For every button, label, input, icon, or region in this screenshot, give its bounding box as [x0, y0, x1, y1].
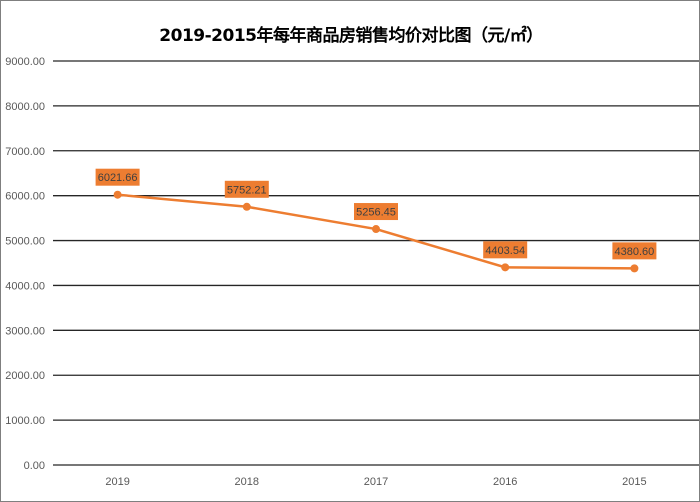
- data-point: [630, 264, 639, 273]
- data-label-box: [224, 180, 269, 198]
- y-tick-label: 5000.00: [5, 236, 45, 248]
- data-point: [501, 263, 510, 272]
- data-label-box: [612, 242, 657, 260]
- y-tick-label: 2000.00: [5, 370, 45, 382]
- x-tick-label: 2018: [235, 476, 259, 488]
- x-tick-label: 2019: [105, 476, 129, 488]
- x-tick-label: 2017: [364, 476, 388, 488]
- data-label: 4403.54: [485, 245, 525, 257]
- y-tick-label: 6000.00: [5, 191, 45, 203]
- data-point: [372, 225, 380, 234]
- data-label: 5752.21: [227, 184, 267, 196]
- y-tick-label: 9000.00: [5, 56, 45, 68]
- x-tick-label: 2015: [622, 476, 646, 488]
- y-tick-label: 7000.00: [5, 146, 45, 158]
- data-point: [242, 202, 251, 211]
- data-label: 6021.66: [98, 172, 138, 184]
- data-label-box: [95, 168, 140, 186]
- y-tick-label: 4000.00: [5, 280, 45, 292]
- data-point: [113, 190, 122, 199]
- data-label-box: [483, 241, 528, 259]
- data-label-box: [354, 203, 398, 221]
- y-tick-label: 3000.00: [5, 325, 45, 337]
- chart-title: 2019-2015年每年商品房销售均价对比图（元/㎡）: [159, 26, 543, 46]
- data-label: 5256.45: [356, 207, 396, 219]
- y-tick-label: 0.00: [24, 460, 45, 472]
- y-tick-label: 1000.00: [5, 415, 45, 427]
- data-label: 4380.60: [615, 246, 655, 258]
- y-tick-label: 8000.00: [5, 101, 45, 113]
- x-tick-label: 2016: [493, 476, 517, 488]
